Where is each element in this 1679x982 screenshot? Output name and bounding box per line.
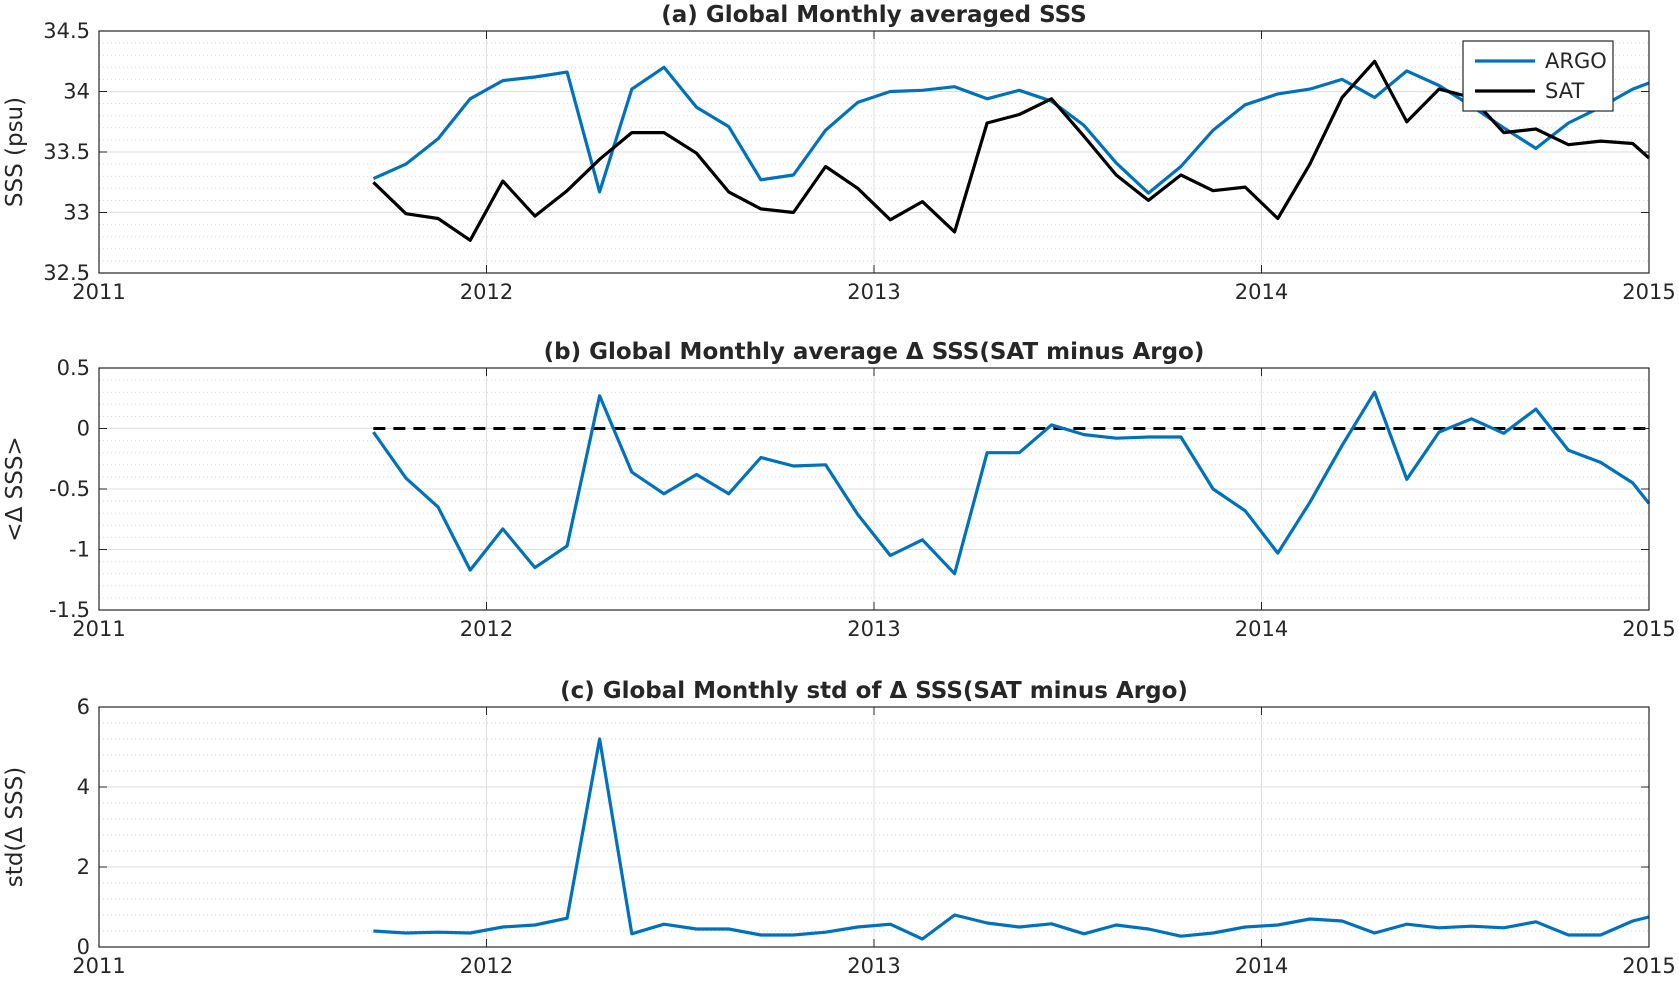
x-tick-label: 2012 [460,280,513,304]
x-tick-label: 2014 [1235,954,1288,978]
y-tick-label: 0 [77,417,90,441]
y-tick-label: 0.5 [57,356,90,380]
y-axis-label: std(Δ SSS) [2,767,28,887]
y-tick-label: 34 [63,80,90,104]
y-tick-label: -1.5 [49,598,90,622]
x-tick-label: 2011 [72,280,125,304]
y-tick-label: 6 [77,695,90,719]
y-tick-label: 0 [77,935,90,959]
y-axis-label: <Δ SSS> [2,436,28,541]
x-tick-label: 2013 [847,617,900,641]
chart-title: (b) Global Monthly average Δ SSS(SAT min… [544,339,1205,365]
series-line-sat [372,59,1651,242]
series-line-0 [373,737,1650,941]
y-axis-label: SSS (psu) [2,97,28,207]
y-tick-label: -0.5 [49,477,90,501]
legend-box [1462,40,1614,112]
x-tick-label: 2012 [460,617,513,641]
x-tick-label: 2015 [1622,617,1675,641]
x-tick-label: 2013 [847,280,900,304]
y-tick-label: 32.5 [43,261,90,285]
panel-a: 2011 2012 2013 2014 2015 32.5 33 33.5 34 34.5 (a) … [2,2,1676,304]
x-tick-label: 2011 [72,954,125,978]
y-tick-label: 33.5 [43,140,90,164]
y-tick-label: 4 [77,775,90,799]
panel-b: 2011 2012 2013 2014 2015 -1.5 -1 -0.5 0 0.5 (b) Gl… [2,339,1676,641]
x-tick-label: 2012 [460,954,513,978]
y-tick-label: -1 [69,538,90,562]
legend-entry: SAT [1545,79,1584,103]
x-tick-label: 2015 [1622,954,1675,978]
chart-title: (c) Global Monthly std of Δ SSS(SAT minu… [560,678,1188,704]
series-line-0 [372,390,1651,576]
y-tick-label: 33 [63,201,90,225]
series-line-argo [372,65,1650,195]
panel-c: 2011 2012 2013 2014 2015 0 2 4 6 (c) Global Month… [2,678,1676,978]
x-tick-label: 2011 [72,617,125,641]
x-tick-label: 2015 [1622,280,1675,304]
chart-title: (a) Global Monthly averaged SSS [661,2,1086,28]
legend: ARGO SAT [1462,40,1614,112]
legend-entry: ARGO [1545,49,1607,73]
y-tick-label: 2 [77,855,90,879]
x-tick-label: 2014 [1235,280,1288,304]
y-tick-label: 34.5 [43,19,90,43]
x-tick-label: 2014 [1235,617,1288,641]
x-tick-label: 2013 [847,954,900,978]
